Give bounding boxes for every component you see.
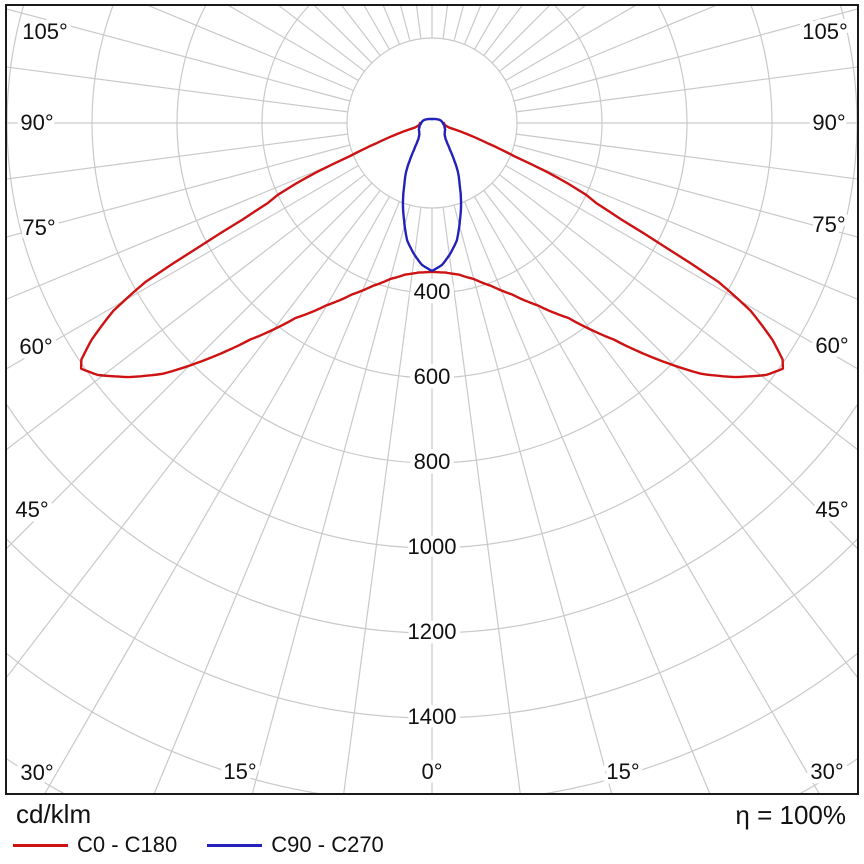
curves [79,117,785,379]
legend-swatch-c90-c270 [207,843,263,847]
radial-label: 400 [414,279,451,304]
plot-border [5,4,859,795]
grid-spoke [251,204,411,793]
grid-ring [346,37,518,209]
angle-label: 75° [22,215,55,240]
grid-spoke [510,154,857,300]
radial-label: 800 [414,449,451,474]
grid-spoke [499,174,857,450]
grid-spoke [513,8,857,102]
units-label: cd/klm [16,799,92,829]
radial-label: 1000 [408,534,457,559]
angle-label: 60° [815,333,848,358]
radial-labels: 400 600 800 1000 1200 1400 [403,275,461,734]
grid-spoke [153,201,401,793]
angle-label: 105° [802,19,848,44]
grid-spoke [513,144,857,238]
legend-swatch-c0-c180 [13,843,68,847]
grid-spoke [505,6,636,82]
polar-grid [7,6,857,793]
grid-spoke [491,182,857,549]
legend-label-c90-c270: C90 - C270 [271,832,384,857]
angle-label: 15° [606,759,639,784]
angle-label: 105° [22,19,68,44]
legend-label-c0-c180: C0 - C180 [77,832,178,857]
grid-spoke [453,204,613,793]
angle-label: 60° [19,334,52,359]
grid-spoke [7,182,373,549]
angle-label: 30° [20,760,53,785]
radial-label: 1400 [408,704,457,729]
angle-labels: 105° 90° 75° 60° 45° 30° 15° 0° 15° 30° 45° 60° 75° 9… [11,15,853,790]
polar-chart: 400 600 800 1000 1200 1400 105° 90° 75° 60° 45° 30°… [5,4,859,795]
angle-label: 30° [810,759,843,784]
grid-spoke [7,8,351,102]
grid-spoke [7,164,359,370]
grid-spoke [7,133,348,180]
radial-label: 1200 [408,619,457,644]
grid-spoke [510,6,717,92]
grid-spoke [463,6,482,45]
grid-spoke [483,190,857,678]
grid-spoke [516,66,857,113]
curve-c90-c270 [401,117,463,273]
grid-spoke [382,6,401,45]
angle-label: 90° [812,110,845,135]
grid-spoke [7,144,351,238]
grid-spoke [44,196,391,793]
legend: C0 - C180 C90 - C270 [13,832,414,858]
grid-spoke [516,133,857,180]
grid-spoke [7,174,365,450]
grid-spoke [228,6,359,82]
grid-spoke [7,66,348,113]
grid-spoke [343,207,422,793]
grid-spoke [505,164,857,370]
grid-spoke [147,6,354,92]
grid-spoke [7,190,381,678]
angle-label: 90° [20,110,53,135]
grid-spoke [442,207,521,793]
angle-label: 75° [812,212,845,237]
radial-label: 600 [414,364,451,389]
angle-label: 15° [223,759,256,784]
efficiency-label: η = 100% [735,800,846,830]
grid-spoke [463,201,711,793]
grid-spoke [473,196,820,793]
grid-spoke [7,154,354,300]
angle-label: 45° [15,497,48,522]
angle-label: 45° [815,497,848,522]
angle-label: 0° [421,759,442,784]
